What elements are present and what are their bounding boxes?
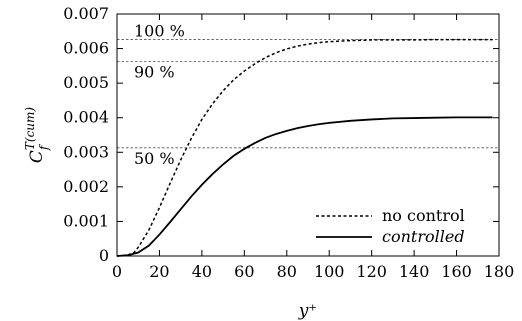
series-line-controlled xyxy=(116,116,493,257)
x-tick-label: 40 xyxy=(192,262,212,281)
x-tick-label: 120 xyxy=(356,262,387,281)
y-axis-title-superscript: T(cum) xyxy=(23,107,37,151)
y-tick-label: 0.002 xyxy=(63,177,109,196)
reference-line-label: 50 % xyxy=(134,149,175,168)
y-tick-label: 0.006 xyxy=(63,39,109,58)
y-axis-title-base: C xyxy=(27,150,47,163)
y-tick-label: 0.004 xyxy=(63,108,109,127)
legend: no control controlled xyxy=(316,206,465,246)
series-lines xyxy=(116,38,493,257)
legend-label-no-control: no control xyxy=(382,206,465,225)
y-tick-label: 0.001 xyxy=(63,211,109,230)
x-tick-label: 140 xyxy=(399,262,430,281)
x-axis-title: y⁺ xyxy=(298,301,318,321)
y-axis-ticks: 0 0.001 0.002 0.003 0.004 0.005 0.006 0.007 xyxy=(63,4,499,265)
y-tick-label: 0.005 xyxy=(63,73,109,92)
plot-frame xyxy=(116,13,500,257)
x-tick-label: 180 xyxy=(484,262,515,281)
reference-line-label: 100 % xyxy=(134,22,185,41)
y-tick-label: 0.003 xyxy=(63,142,109,161)
y-axis-title: CT(cum)f xyxy=(23,107,51,164)
x-tick-label: 20 xyxy=(149,262,169,281)
x-tick-label: 80 xyxy=(277,262,297,281)
reference-lines: 100 % 90 % 50 % xyxy=(117,22,499,168)
y-axis-title-subscript: f xyxy=(37,143,51,151)
legend-label-controlled: controlled xyxy=(382,227,465,246)
x-tick-label: 160 xyxy=(441,262,472,281)
x-tick-label: 100 xyxy=(314,262,345,281)
reference-line-label: 90 % xyxy=(134,62,175,81)
x-tick-label: 60 xyxy=(234,262,254,281)
x-tick-label: 0 xyxy=(112,262,122,281)
x-axis-ticks: 0 20 40 60 80 100 120 140 160 180 xyxy=(112,14,514,281)
y-tick-label: 0.007 xyxy=(63,4,109,23)
y-tick-label: 0 xyxy=(99,246,109,265)
